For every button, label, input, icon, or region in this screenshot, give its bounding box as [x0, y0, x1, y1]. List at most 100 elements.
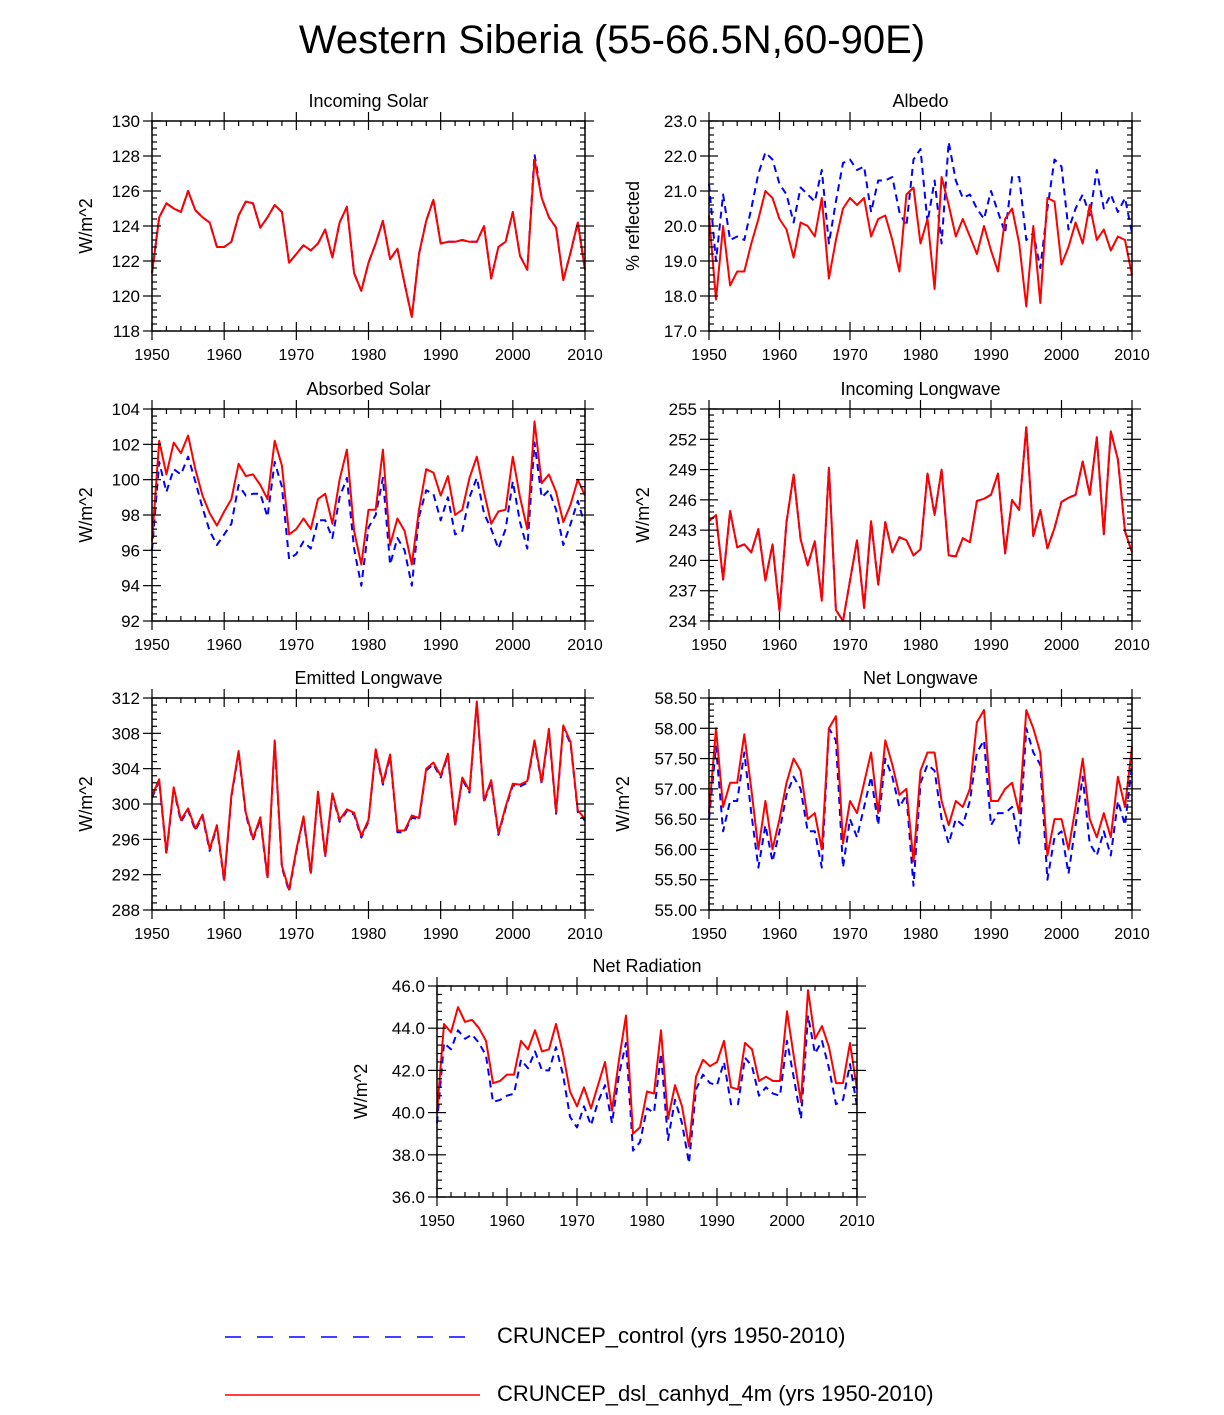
panel-title: Emitted Longwave [294, 668, 442, 688]
panel-title: Incoming Solar [308, 91, 428, 111]
y-tick-label: 18.0 [664, 287, 697, 306]
x-tick-label: 1990 [973, 637, 1009, 654]
y-tick-label: 126 [112, 182, 140, 201]
y-tick-label: 292 [112, 866, 140, 885]
x-tick-label: 1990 [699, 1213, 735, 1230]
series-emitted-longwave-dsl [151, 700, 586, 891]
x-tick-label: 2000 [495, 347, 531, 364]
y-tick-label: 288 [112, 901, 140, 920]
series-net-longwave-dsl [708, 709, 1133, 863]
y-tick-label: 22.0 [664, 147, 697, 166]
x-tick-label: 1980 [351, 347, 387, 364]
panel-absorbed-solar: 1950 1960 1970 1980 1990 2000 2010 92 94 96 98 100 1… [76, 379, 603, 654]
panel-title: Net Longwave [863, 668, 978, 688]
y-tick-label: 92 [121, 612, 140, 631]
y-tick-label: 104 [112, 400, 140, 419]
y-tick-label: 44.0 [392, 1019, 425, 1038]
y-tick-label: 57.00 [654, 780, 697, 799]
y-tick-label: 296 [112, 830, 140, 849]
y-tick-label: 57.50 [654, 750, 697, 769]
x-tick-label: 1960 [206, 347, 242, 364]
y-tick-label: 124 [112, 217, 140, 236]
y-tick-label: 237 [669, 582, 697, 601]
x-tick-label: 1970 [279, 926, 315, 943]
y-tick-label: 55.50 [654, 871, 697, 890]
x-tick-label: 1980 [903, 637, 939, 654]
y-axis-label: W/m^2 [76, 487, 96, 542]
panel-title: Incoming Longwave [840, 379, 1000, 399]
y-tick-label: 255 [669, 400, 697, 419]
y-tick-label: 300 [112, 795, 140, 814]
x-tick-label: 1960 [206, 926, 242, 943]
x-tick-label: 2010 [1114, 926, 1150, 943]
x-tick-label: 1990 [423, 926, 459, 943]
x-tick-label: 1950 [691, 926, 727, 943]
y-axis-label: W/m^2 [633, 487, 653, 542]
x-tick-label: 1990 [423, 347, 459, 364]
y-tick-label: 243 [669, 521, 697, 540]
y-tick-label: 42.0 [392, 1061, 425, 1080]
panel-net-longwave: 1950 1960 1970 1980 1990 2000 2010 55.00 55.50 56… [613, 668, 1150, 943]
x-tick-label: 1960 [762, 637, 798, 654]
y-tick-label: 304 [112, 760, 140, 779]
panel-title: Absorbed Solar [306, 379, 430, 399]
y-tick-label: 55.00 [654, 901, 697, 920]
y-tick-label: 246 [669, 491, 697, 510]
y-tick-label: 20.0 [664, 217, 697, 236]
series-incoming-solar-dsl [151, 158, 586, 318]
y-tick-label: 40.0 [392, 1104, 425, 1123]
panel-emitted-longwave: 1950 1960 1970 1980 1990 2000 2010 288 292 296 300… [76, 668, 603, 943]
y-axis-label: % reflected [623, 181, 643, 271]
x-tick-label: 1960 [762, 347, 798, 364]
x-tick-label: 1970 [832, 926, 868, 943]
panel-title: Net Radiation [592, 956, 701, 976]
series-incoming-longwave-dsl [708, 426, 1133, 622]
x-tick-label: 2000 [495, 926, 531, 943]
panel-net-radiation: 1950 1960 1970 1980 1990 2000 2010 36.0 38.0 40.0… [351, 956, 875, 1230]
y-tick-label: 58.00 [654, 719, 697, 738]
y-tick-label: 118 [113, 322, 140, 341]
y-tick-label: 98 [121, 506, 140, 525]
y-axis-label: W/m^2 [351, 1064, 371, 1119]
x-tick-label: 2000 [1044, 926, 1080, 943]
series-net-radiation-control [436, 1014, 858, 1165]
y-tick-label: 122 [112, 252, 140, 271]
y-tick-label: 23.0 [664, 112, 697, 131]
y-tick-label: 96 [121, 541, 140, 560]
x-tick-label: 1950 [134, 926, 170, 943]
panel-incoming-longwave: 1950 1960 1970 1980 1990 2000 2010 234 237 240 243… [633, 379, 1150, 654]
x-tick-label: 1990 [973, 347, 1009, 364]
x-tick-label: 2000 [1044, 637, 1080, 654]
figure-title: Western Siberia (55-66.5N,60-90E) [298, 18, 926, 62]
x-tick-label: 2000 [769, 1213, 805, 1230]
x-tick-label: 1970 [279, 637, 315, 654]
x-tick-label: 1950 [134, 637, 170, 654]
panel-incoming-solar: 1950 1960 1970 1980 1990 2000 2010 118 120 122 124… [76, 91, 603, 364]
y-tick-label: 240 [669, 551, 697, 570]
y-tick-label: 249 [669, 461, 697, 480]
x-tick-label: 1980 [351, 637, 387, 654]
series-net-radiation-dsl [436, 989, 858, 1148]
x-tick-label: 1990 [423, 637, 459, 654]
y-tick-label: 94 [121, 577, 140, 596]
x-tick-label: 1970 [279, 347, 315, 364]
x-tick-label: 2010 [1114, 347, 1150, 364]
y-tick-label: 128 [112, 147, 140, 166]
y-tick-label: 130 [112, 112, 140, 131]
x-tick-label: 1950 [691, 347, 727, 364]
y-tick-label: 102 [112, 435, 140, 454]
x-tick-label: 1990 [973, 926, 1009, 943]
x-tick-label: 1980 [903, 347, 939, 364]
x-tick-label: 1980 [629, 1213, 665, 1230]
y-tick-label: 17.0 [664, 322, 697, 341]
y-tick-label: 100 [112, 471, 140, 490]
x-tick-label: 1950 [419, 1213, 455, 1230]
series-albedo-control [708, 141, 1133, 269]
y-tick-label: 19.0 [664, 252, 697, 271]
y-tick-label: 21.0 [664, 182, 697, 201]
x-tick-label: 1950 [691, 637, 727, 654]
x-tick-label: 1980 [903, 926, 939, 943]
x-tick-label: 1980 [351, 926, 387, 943]
